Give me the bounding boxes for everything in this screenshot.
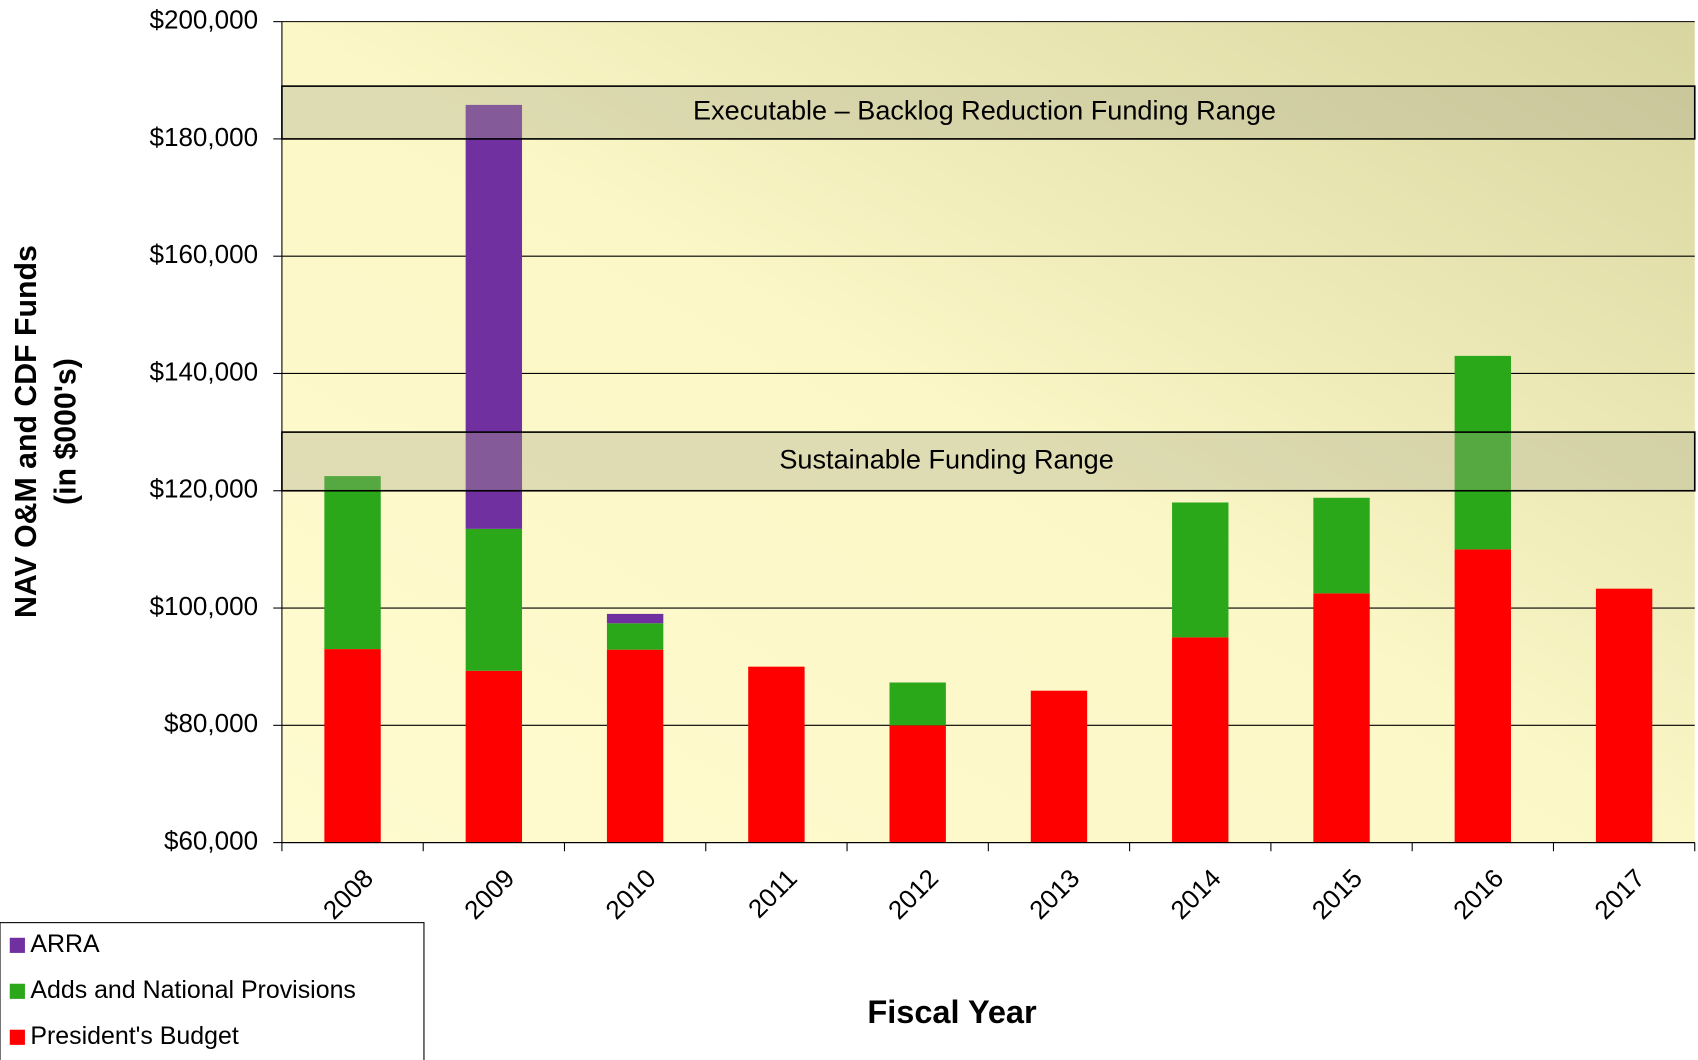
x-tick-label: 2017 — [1588, 863, 1650, 925]
bar-segment — [748, 666, 805, 843]
bar-segment — [1313, 497, 1370, 594]
legend-swatch — [9, 937, 25, 953]
legend-box — [0, 922, 425, 1060]
band-label: Sustainable Funding Range — [779, 444, 1113, 475]
bar-segment — [889, 682, 946, 726]
bar-segment — [606, 623, 664, 650]
legend-swatch — [9, 983, 25, 999]
bar-segment — [1313, 593, 1370, 843]
legend-label: ARRA — [30, 930, 100, 958]
y-tick-label: $140,000 — [150, 356, 259, 386]
y-tick-label: $180,000 — [150, 122, 259, 152]
y-axis-title-line: (in $000's) — [49, 358, 82, 505]
bar-segment — [1030, 690, 1088, 843]
y-tick-label: $80,000 — [164, 708, 258, 738]
band-label: Executable – Backlog Reduction Funding R… — [693, 95, 1276, 126]
bar-segment — [324, 649, 381, 843]
bar-segment — [324, 476, 381, 650]
y-tick-label: $200,000 — [150, 5, 259, 35]
funding-band — [281, 431, 1696, 492]
x-tick-label: 2011 — [742, 863, 803, 924]
x-tick-label: 2014 — [1165, 863, 1227, 925]
x-tick-label: 2008 — [317, 863, 379, 925]
bar-segment — [465, 670, 523, 843]
bar-segment — [889, 725, 946, 843]
legend-label: President's Budget — [30, 1022, 238, 1050]
x-tick-label: 2015 — [1306, 863, 1368, 925]
y-tick-label: $120,000 — [150, 474, 259, 504]
y-tick-label: $60,000 — [164, 825, 258, 855]
y-axis-title-line: NAV O&M and CDF Funds — [10, 245, 43, 618]
bar-segment — [606, 649, 664, 843]
legend-swatch — [9, 1029, 25, 1045]
funding-band — [281, 85, 1696, 140]
bar-segment — [465, 528, 523, 671]
y-tick-label: $100,000 — [150, 591, 259, 621]
bar-segment — [606, 613, 664, 624]
x-tick-label: 2009 — [458, 863, 520, 925]
x-tick-label: 2012 — [882, 863, 944, 925]
bar-segment — [465, 104, 523, 529]
legend-label: Adds and National Provisions — [30, 976, 356, 1004]
x-tick-label: 2016 — [1447, 863, 1509, 925]
x-tick-label: 2010 — [599, 863, 661, 925]
bar-segment — [1595, 588, 1653, 843]
bar-segment — [1454, 355, 1512, 550]
bar-segment — [1454, 549, 1512, 843]
bar-segment — [1172, 502, 1229, 638]
x-tick-label: 2013 — [1023, 863, 1085, 925]
y-axis-title: NAV O&M and CDF Funds (in $000's) — [10, 245, 82, 618]
x-axis-title: Fiscal Year — [867, 994, 1037, 1030]
y-tick-label: $160,000 — [150, 239, 259, 269]
bar-segment — [1172, 637, 1229, 843]
